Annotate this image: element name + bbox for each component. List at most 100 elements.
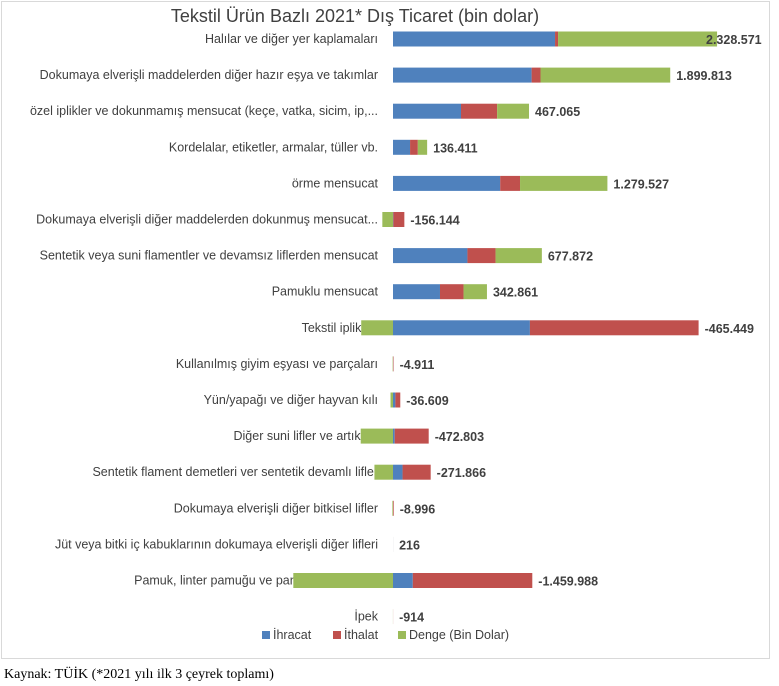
data-label: 342.861 — [493, 286, 538, 300]
legend-swatch — [398, 631, 406, 639]
category-label: Sentetik veya suni flamentler ve devamsı… — [40, 249, 379, 263]
chart-frame — [1, 1, 770, 659]
bar-ihracat — [393, 284, 440, 300]
category-label: örme mensucat — [292, 176, 379, 190]
category-label: Kordelalar, etiketler, armalar, tüller v… — [169, 140, 378, 154]
chart-title: Tekstil Ürün Bazlı 2021* Dış Ticaret (bi… — [171, 6, 539, 26]
bar-denge — [495, 248, 542, 264]
category-row: Kordelalar, etiketler, armalar, tüller v… — [169, 139, 478, 155]
bar-denge — [293, 573, 393, 588]
bar-ithalat — [412, 573, 533, 588]
bar-ithalat — [531, 67, 541, 83]
data-label: 467.065 — [535, 105, 580, 119]
category-row: Tekstil iplikleri -465.449 — [302, 320, 754, 336]
category-label: İpek — [354, 610, 378, 624]
bar-ithalat — [402, 464, 431, 480]
bar-denge — [520, 175, 608, 191]
bar-ihracat — [393, 103, 462, 119]
data-label: -4.911 — [400, 358, 435, 372]
bar-denge — [390, 392, 393, 408]
legend-swatch — [262, 631, 270, 639]
category-row: Pamuklu mensucat 342.861 — [272, 284, 538, 300]
category-row: Kullanılmış giyim eşyası ve parçaları -4.… — [176, 356, 435, 372]
bar-denge — [392, 500, 393, 516]
bar-ihracat — [393, 320, 530, 336]
category-label: Dokumaya elverişli diğer maddelerden dok… — [36, 213, 378, 227]
bar-ihracat — [393, 392, 396, 408]
bar-ihracat — [393, 139, 411, 155]
category-label: Dokumaya elverişli diğer bitkisel lifler — [174, 501, 378, 515]
category-row: Dokumaya elverişli diğer bitkisel lifler… — [174, 500, 435, 516]
category-label: Halılar ve diğer yer kaplamaları — [205, 32, 378, 46]
bar-ihracat — [393, 67, 532, 83]
data-label: 136.411 — [433, 141, 478, 155]
category-row: İpek -914 — [354, 609, 424, 625]
legend-label: Denge (Bin Dolar) — [409, 628, 509, 642]
category-row: Yün/yapağı ve diğer hayvan kılı -36.609 — [204, 392, 449, 408]
category-label: Dokumaya elverişli maddelerden diğer haz… — [40, 68, 378, 82]
bar-denge — [417, 139, 428, 155]
legend-label: İhracat — [273, 628, 312, 642]
data-label: -156.144 — [410, 214, 459, 228]
data-label: -8.996 — [400, 502, 435, 516]
data-label: 2.328.571 — [706, 33, 762, 47]
legend-item: İhracat — [262, 628, 312, 642]
legend-item: İthalat — [333, 628, 379, 642]
data-label: 1.899.813 — [676, 69, 732, 83]
bar-denge — [360, 428, 393, 444]
category-label: Sentetik flament demetleri ver sentetik … — [92, 465, 378, 479]
category-label: Jüt veya bitki iç kabuklarının dokumaya … — [55, 537, 378, 551]
data-label: -465.449 — [705, 322, 754, 336]
bar-denge — [374, 464, 393, 480]
bar-ihracat — [393, 31, 556, 47]
bar-ithalat — [439, 284, 464, 300]
bar-ithalat — [395, 392, 401, 408]
data-label: 677.872 — [548, 250, 593, 264]
bar-denge — [497, 103, 530, 119]
bar-ithalat — [467, 248, 496, 264]
data-label: 1.279.527 — [613, 177, 669, 191]
data-label: -36.609 — [406, 394, 448, 408]
category-row: Sentetik veya suni flamentler ve devamsı… — [40, 248, 593, 264]
data-label: -271.866 — [437, 466, 486, 480]
data-label: 216 — [399, 538, 420, 552]
bar-ithalat — [461, 103, 498, 119]
bar-ithalat — [410, 139, 418, 155]
legend-swatch — [333, 631, 341, 639]
category-row: özel iplikler ve dokunmamış mensucat (ke… — [30, 103, 580, 119]
data-label: -472.803 — [435, 430, 484, 444]
category-label: Tekstil iplikleri — [302, 321, 378, 335]
bar-ihracat — [393, 573, 413, 588]
category-label: Diğer suni lifler ve artıkları — [234, 429, 379, 443]
data-label: -914 — [399, 611, 424, 625]
source-note: Kaynak: TÜİK (*2021 yılı ilk 3 çeyrek to… — [4, 667, 274, 682]
category-label: Yün/yapağı ve diğer hayvan kılı — [204, 393, 378, 407]
bar-denge — [361, 320, 393, 336]
legend-item: Denge (Bin Dolar) — [398, 628, 509, 642]
bar-ithalat — [500, 175, 521, 191]
bar-ithalat — [529, 320, 699, 336]
category-row: Jüt veya bitki iç kabuklarının dokumaya … — [55, 536, 420, 552]
bar-ihracat — [393, 175, 501, 191]
bar-denge — [382, 212, 393, 227]
bar-ithalat — [393, 500, 394, 516]
bar-ihracat — [393, 428, 395, 444]
category-row: Diğer suni lifler ve artıkları -472.803 — [234, 428, 484, 444]
category-row: örme mensucat 1.279.527 — [292, 175, 669, 191]
bar-denge — [540, 67, 671, 83]
bar-ithalat — [394, 428, 429, 444]
category-row: Pamuk, linter pamuğu ve pamuk döküntüler… — [134, 573, 598, 589]
bar-ithalat — [393, 212, 405, 227]
category-row: Sentetik flament demetleri ver sentetik … — [92, 464, 486, 480]
legend-label: İthalat — [344, 628, 379, 642]
data-label: -1.459.988 — [538, 575, 598, 589]
category-label: Pamuklu mensucat — [272, 285, 379, 299]
bar-ihracat — [393, 248, 468, 264]
bar-denge — [463, 284, 487, 300]
category-row: Dokumaya elverişli diğer maddelerden dok… — [36, 212, 460, 228]
category-row: Halılar ve diğer yer kaplamaları 2.328.57… — [205, 31, 762, 47]
category-label: Kullanılmış giyim eşyası ve parçaları — [176, 357, 378, 371]
bar-denge — [558, 31, 718, 47]
bar-ihracat — [393, 464, 403, 480]
bar-ithalat — [555, 31, 559, 47]
